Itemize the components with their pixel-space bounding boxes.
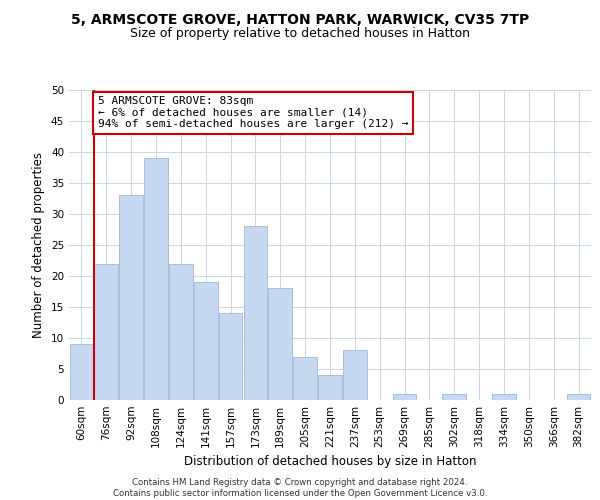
Bar	[70, 344, 93, 400]
Bar	[492, 394, 516, 400]
Bar	[318, 375, 342, 400]
Bar	[194, 282, 218, 400]
Text: Contains HM Land Registry data © Crown copyright and database right 2024.
Contai: Contains HM Land Registry data © Crown c…	[113, 478, 487, 498]
Bar	[393, 394, 416, 400]
Bar	[169, 264, 193, 400]
Bar	[567, 394, 590, 400]
X-axis label: Distribution of detached houses by size in Hatton: Distribution of detached houses by size …	[184, 456, 476, 468]
Text: Size of property relative to detached houses in Hatton: Size of property relative to detached ho…	[130, 28, 470, 40]
Text: 5 ARMSCOTE GROVE: 83sqm
← 6% of detached houses are smaller (14)
94% of semi-det: 5 ARMSCOTE GROVE: 83sqm ← 6% of detached…	[98, 96, 408, 130]
Bar	[442, 394, 466, 400]
Bar	[268, 288, 292, 400]
Bar	[293, 356, 317, 400]
Bar	[119, 196, 143, 400]
Bar	[94, 264, 118, 400]
Bar	[343, 350, 367, 400]
Bar	[219, 313, 242, 400]
Bar	[244, 226, 267, 400]
Bar	[144, 158, 168, 400]
Text: 5, ARMSCOTE GROVE, HATTON PARK, WARWICK, CV35 7TP: 5, ARMSCOTE GROVE, HATTON PARK, WARWICK,…	[71, 12, 529, 26]
Y-axis label: Number of detached properties: Number of detached properties	[32, 152, 46, 338]
